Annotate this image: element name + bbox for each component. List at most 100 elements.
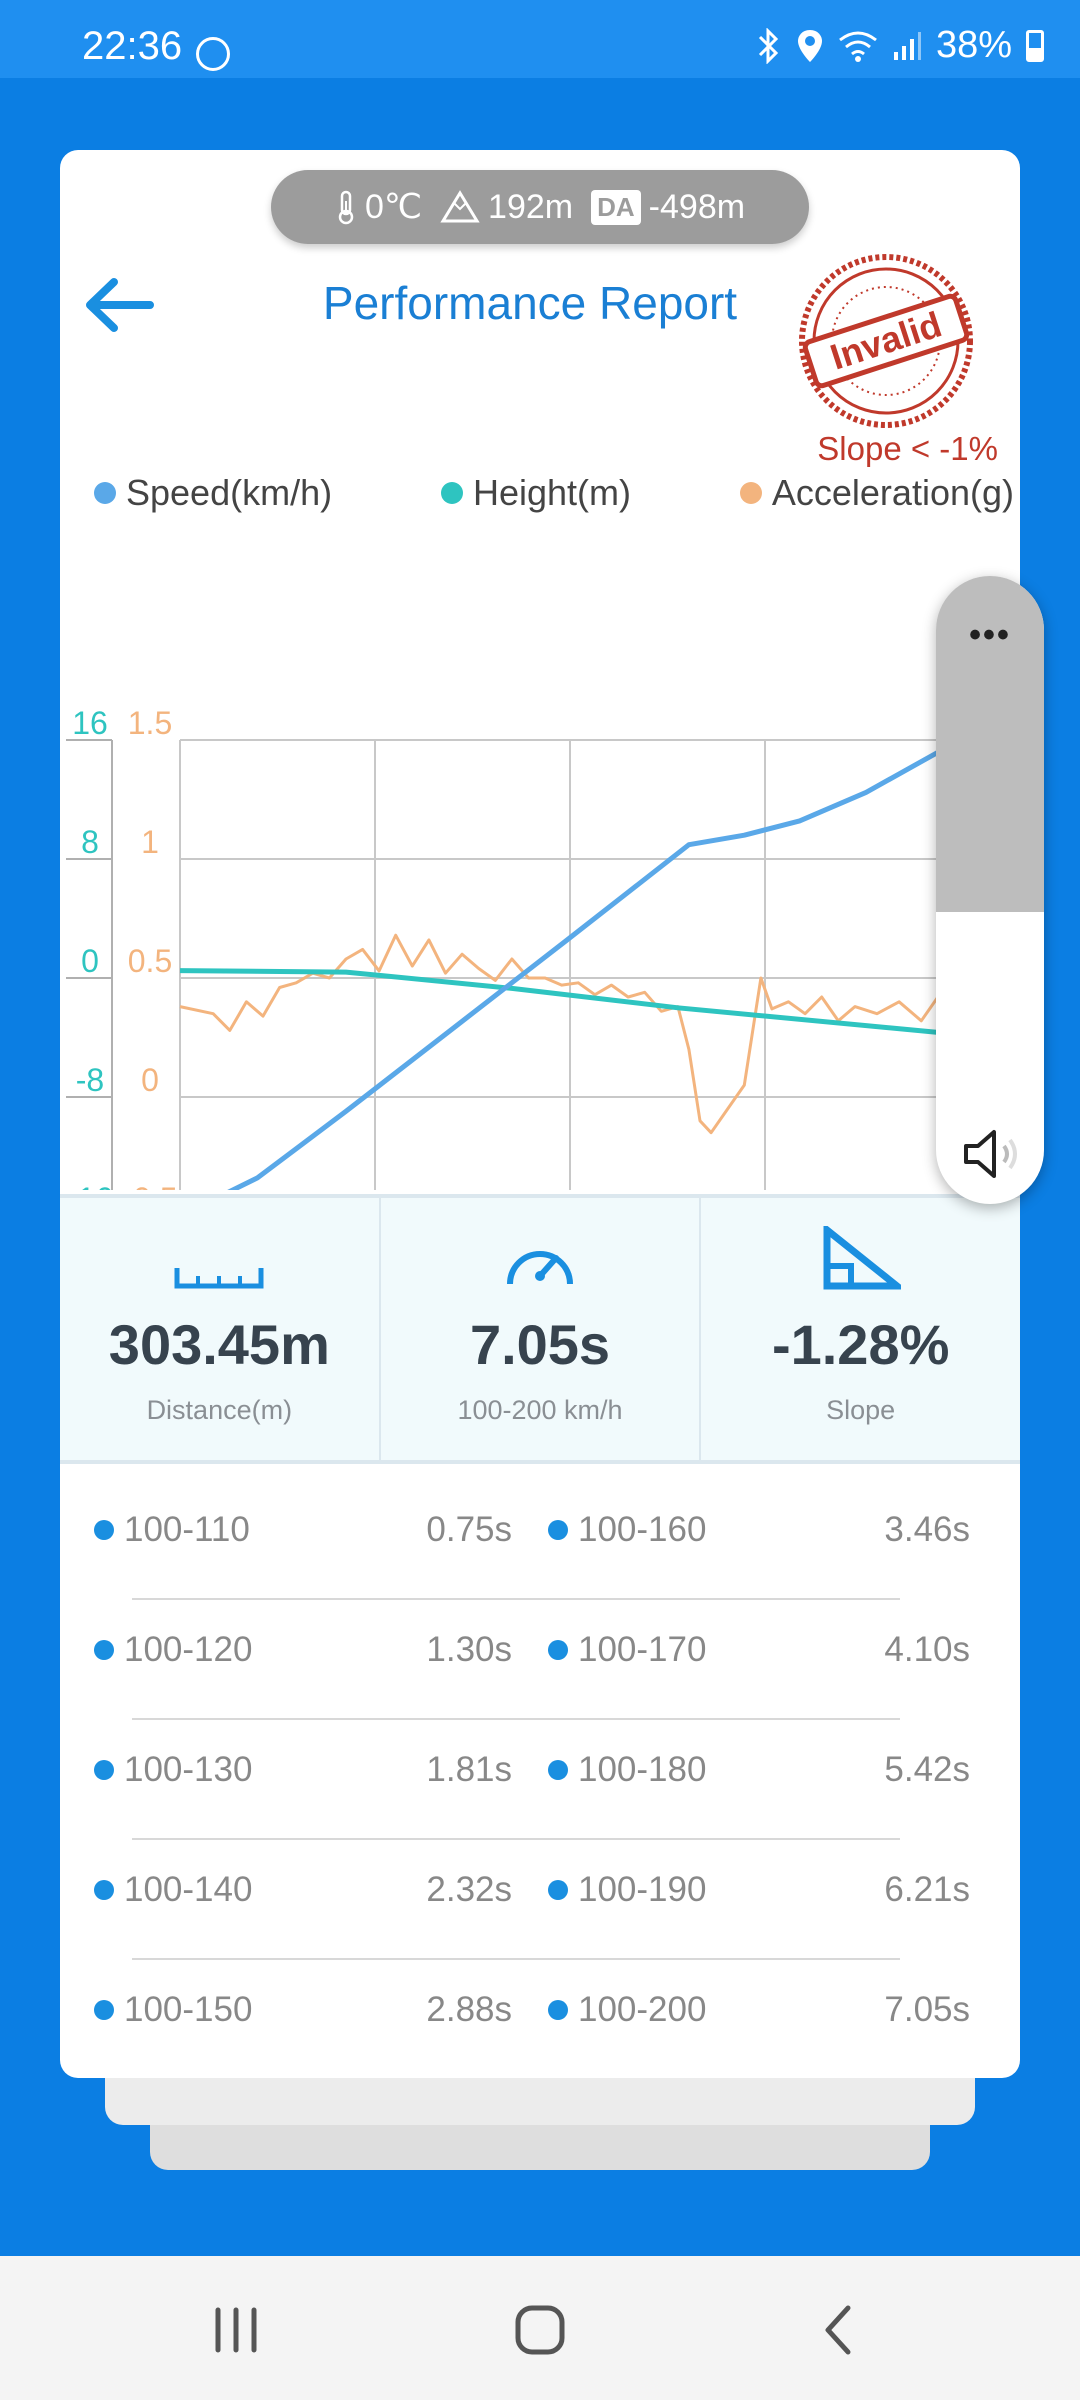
bluetooth-icon (758, 27, 779, 64)
accel-tick-label: 1.5 (128, 705, 172, 741)
floating-panel[interactable]: ••• (936, 576, 1044, 1204)
da-badge: DA (591, 189, 641, 225)
back-nav-icon[interactable] (808, 2298, 872, 2362)
legend-label: Acceleration(g) (771, 472, 1014, 513)
thermometer-icon (338, 190, 354, 225)
series-line-speed (227, 737, 962, 1190)
signal-icon (893, 31, 921, 60)
bullet-dot (94, 1640, 114, 1660)
split-time-right: 4.10s (884, 1630, 970, 1669)
page-title: Performance Report (322, 277, 738, 329)
height-tick-label: 0 (81, 943, 99, 979)
floating-panel-handle[interactable] (936, 576, 1044, 912)
status-icons: 38% (756, 24, 1044, 67)
split-range-left: 100-130 (94, 1750, 252, 1790)
legend-dot (440, 482, 463, 504)
split-range-right: 100-200 (548, 1990, 706, 2030)
accel-tick-label: 0 (141, 1062, 159, 1098)
stat-value: -1.28% (771, 1313, 950, 1376)
split-row: 100-130 1.81s 100-180 5.42s (60, 1720, 1020, 1840)
split-time-left: 2.88s (426, 1990, 512, 2029)
bullet-dot (548, 1640, 568, 1660)
legend-speed[interactable]: Speed(km/h) (94, 472, 332, 514)
accel-tick-label: -0.5 (122, 1181, 177, 1190)
chart-grid (179, 739, 961, 1190)
split-row: 100-120 1.30s 100-170 4.10s (60, 1600, 1020, 1720)
stat-label: 100-200 km/h (457, 1395, 623, 1425)
split-range-right: 100-190 (548, 1870, 706, 1910)
home-icon[interactable] (508, 2298, 572, 2362)
bullet-dot (94, 1760, 114, 1780)
location-icon (797, 29, 822, 62)
height-tick-label: 8 (81, 824, 99, 860)
mountain-icon (440, 190, 480, 223)
more-options-icon[interactable]: ••• (969, 616, 1011, 654)
split-time-right: 6.21s (884, 1870, 970, 1909)
split-range-left: 100-150 (94, 1990, 252, 2030)
stamp-reason: Slope < -1% (817, 430, 998, 467)
bullet-dot (94, 1880, 114, 1900)
legend-dot (94, 482, 116, 504)
split-time-left: 0.75s (426, 1510, 512, 1549)
row-divider (132, 1838, 900, 1840)
temperature-value: 0℃ (364, 188, 423, 226)
recent-apps-icon[interactable] (204, 2298, 268, 2362)
bullet-dot (548, 1880, 568, 1900)
split-range-left: 100-110 (94, 1510, 250, 1550)
stat-label: Distance(m) (146, 1395, 293, 1425)
bullet-dot (94, 1520, 114, 1540)
series-line-height (179, 968, 961, 1037)
split-range-right: 100-160 (548, 1510, 706, 1550)
stat-label: Slope (826, 1395, 896, 1425)
bullet-dot (548, 1520, 568, 1540)
ruler-icon (174, 1268, 264, 1289)
split-time-right: 7.05s (884, 1990, 970, 2029)
legend-label: Height(m) (472, 472, 631, 513)
legend-height[interactable]: Height(m) (440, 472, 631, 514)
accel-tick-label: 0.5 (128, 943, 172, 979)
conditions-pill: 0℃ 192m DA -498m (271, 170, 809, 244)
density-altitude-value: -498m (648, 187, 746, 226)
split-range-left: 100-120 (94, 1630, 252, 1670)
chart-series (179, 737, 962, 1190)
height-tick-label: -16 (67, 1181, 113, 1190)
speedometer-icon (507, 1251, 573, 1285)
volume-icon[interactable] (960, 1124, 1024, 1184)
row-divider (132, 1718, 900, 1720)
temperature-item: 0℃ (335, 187, 422, 227)
split-time-right: 5.42s (884, 1750, 970, 1789)
chart-legend: Speed(km/h) Height(m) Acceleration(g) (94, 472, 1014, 514)
status-time: 22:36 (82, 24, 183, 68)
elevation-value: 192m (488, 187, 574, 226)
split-row: 100-110 0.75s 100-160 3.46s (60, 1480, 1020, 1600)
back-arrow-icon[interactable] (80, 270, 160, 340)
stat-time: 7.05s 100-200 km/h (381, 1198, 702, 1460)
split-time-left: 1.30s (426, 1630, 512, 1669)
accel-tick-label: 1 (141, 824, 159, 860)
invalid-stamp: Invalid (799, 254, 973, 428)
legend-acceleration[interactable]: Acceleration(g) (739, 472, 1014, 514)
row-divider (132, 1598, 900, 1600)
bullet-dot (548, 2000, 568, 2020)
split-range-right: 100-170 (548, 1630, 706, 1670)
battery-percent: 38% (935, 24, 1012, 66)
elevation-item: 192m (440, 188, 573, 227)
density-altitude-item: DA -498m (591, 188, 745, 227)
system-navigation-bar (0, 2256, 1080, 2400)
battery-icon (1026, 29, 1044, 62)
report-card: 0℃ 192m DA -498m Performance Report Inva… (60, 150, 1020, 2078)
status-bar: 22:36 38% (0, 0, 1080, 78)
split-range-left: 100-140 (94, 1870, 252, 1910)
split-time-right: 3.46s (884, 1510, 970, 1549)
stat-distance: 303.45m Distance(m) (60, 1198, 381, 1460)
stat-slope: -1.28% Slope (701, 1198, 1020, 1460)
legend-dot (739, 482, 762, 504)
split-row: 100-150 2.88s 100-200 7.05s (60, 1960, 1020, 2078)
height-tick-label: 16 (72, 705, 108, 741)
legend-label: Speed(km/h) (126, 472, 333, 513)
notification-icon (196, 37, 230, 71)
stat-value: 303.45m (108, 1313, 330, 1376)
split-range-right: 100-180 (548, 1750, 706, 1790)
